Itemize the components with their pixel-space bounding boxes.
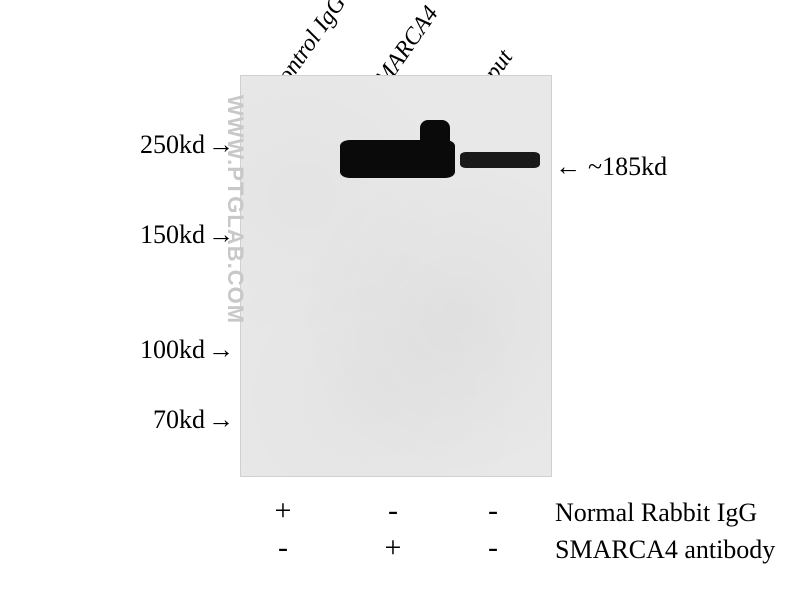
mw-label-250: 250kd	[115, 130, 205, 160]
mw-label-150: 150kd	[115, 220, 205, 250]
ab-symbol: +	[268, 494, 298, 528]
detected-arrow-icon: ←	[555, 152, 581, 182]
blot-membrane	[240, 75, 552, 477]
band-input	[460, 152, 540, 168]
ab-symbol: +	[378, 531, 408, 565]
ab-symbol: -	[268, 531, 298, 565]
ab-symbol: -	[478, 531, 508, 565]
blot-background-noise	[241, 76, 551, 476]
mw-arrow-icon: →	[208, 130, 234, 160]
band-smarca4-smear	[420, 120, 450, 145]
figure-container: Control IgG SMARCA4 Input WWW.PTGLAB.COM…	[0, 0, 800, 600]
ab-label-normal-igg: Normal Rabbit IgG	[555, 498, 757, 528]
mw-label-100: 100kd	[115, 335, 205, 365]
ab-symbol: -	[478, 494, 508, 528]
mw-label-70: 70kd	[115, 405, 205, 435]
mw-arrow-icon: →	[208, 335, 234, 365]
mw-arrow-icon: →	[208, 405, 234, 435]
ab-label-smarca4-ab: SMARCA4 antibody	[555, 535, 775, 565]
ab-symbol: -	[378, 494, 408, 528]
mw-arrow-icon: →	[208, 220, 234, 250]
detected-band-label: ~185kd	[588, 152, 667, 182]
band-smarca4-main	[340, 140, 455, 178]
